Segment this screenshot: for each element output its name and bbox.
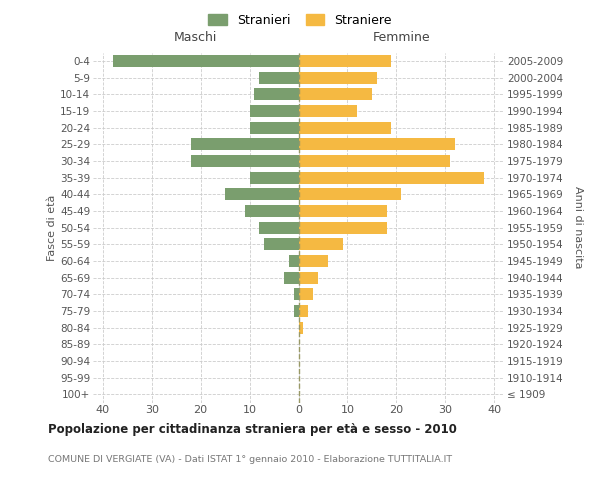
Bar [264, 238, 299, 250]
Bar [250, 105, 299, 117]
Bar [191, 155, 299, 167]
Bar [299, 72, 377, 84]
Text: COMUNE DI VERGIATE (VA) - Dati ISTAT 1° gennaio 2010 - Elaborazione TUTTITALIA.I: COMUNE DI VERGIATE (VA) - Dati ISTAT 1° … [48, 455, 452, 464]
Bar [289, 255, 299, 267]
Bar [191, 138, 299, 150]
Legend: Stranieri, Straniere: Stranieri, Straniere [203, 8, 397, 32]
Bar [299, 172, 484, 183]
Bar [299, 138, 455, 150]
Bar [299, 255, 328, 267]
Bar [113, 55, 299, 67]
Bar [299, 188, 401, 200]
Bar [299, 322, 304, 334]
Bar [250, 172, 299, 183]
Bar [293, 305, 299, 317]
Bar [299, 272, 318, 283]
Y-axis label: Anni di nascita: Anni di nascita [573, 186, 583, 269]
Bar [299, 122, 391, 134]
Bar [225, 188, 299, 200]
Bar [259, 72, 299, 84]
Bar [259, 222, 299, 234]
Bar [299, 305, 308, 317]
Bar [299, 288, 313, 300]
Bar [250, 122, 299, 134]
Bar [299, 238, 343, 250]
Text: Popolazione per cittadinanza straniera per età e sesso - 2010: Popolazione per cittadinanza straniera p… [48, 422, 457, 436]
Text: Femmine: Femmine [373, 31, 430, 44]
Bar [293, 288, 299, 300]
Y-axis label: Fasce di età: Fasce di età [47, 194, 57, 260]
Bar [245, 205, 299, 217]
Text: Maschi: Maschi [174, 31, 217, 44]
Bar [299, 105, 357, 117]
Bar [299, 205, 386, 217]
Bar [284, 272, 299, 283]
Bar [299, 222, 386, 234]
Bar [254, 88, 299, 100]
Bar [299, 88, 372, 100]
Bar [299, 155, 450, 167]
Bar [299, 55, 391, 67]
